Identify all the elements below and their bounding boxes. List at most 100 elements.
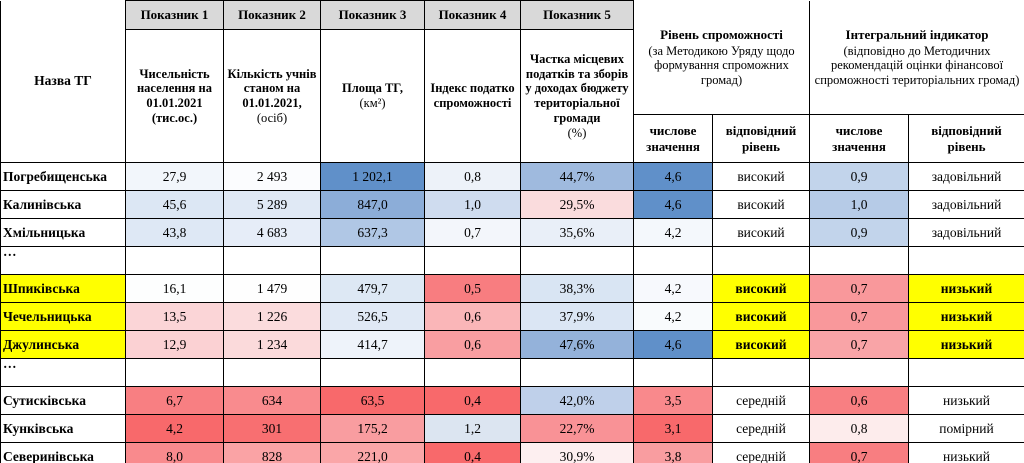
- value-cell: 479,7: [320, 274, 425, 303]
- value-cell: низький: [907, 386, 1024, 415]
- value-cell: [223, 358, 321, 387]
- value-cell: високий: [712, 274, 810, 303]
- value-cell: 35,6%: [520, 218, 634, 247]
- value-cell: [809, 358, 909, 387]
- tg-name: Хмільницька: [0, 218, 126, 247]
- value-cell: задовільний: [907, 162, 1024, 191]
- value-cell: 22,7%: [520, 414, 634, 443]
- value-cell: 221,0: [320, 442, 425, 463]
- table-row: Хмільницька 43,8 4 683 637,3 0,7 35,6% 4,2 висо…: [0, 218, 1024, 247]
- value-cell: 0,9: [809, 218, 909, 247]
- value-cell: 4,6: [633, 190, 713, 219]
- value-cell: середній: [712, 386, 810, 415]
- table-row: Калинівська 45,6 5 289 847,0 1,0 29,5% 4,6 висо…: [0, 190, 1024, 219]
- population-desc: Чисельність населення на 01.01.2021 (тис…: [136, 66, 212, 125]
- value-cell: 44,7%: [520, 162, 634, 191]
- value-cell: 4,6: [633, 330, 713, 359]
- value-cell: 43,8: [125, 218, 224, 247]
- value-cell: 0,8: [424, 162, 521, 191]
- indicator-2-description: Кількість учнів станом на 01.01.2021, (о…: [223, 29, 321, 163]
- integral-indicator-group-header: Інтегральний індикатор (відповідно до Ме…: [808, 0, 1024, 115]
- value-cell: 301: [223, 414, 321, 443]
- value-cell: 414,7: [320, 330, 425, 359]
- indicator-5-description: Частка місцевих податків та зборів у дох…: [520, 29, 634, 163]
- value-cell: 16,1: [125, 274, 224, 303]
- area-desc: Площа ТГ,: [342, 81, 403, 96]
- row-ellipsis-label: …: [0, 246, 126, 275]
- value-cell: 42,0%: [520, 386, 634, 415]
- students-desc: Кількість учнів станом на 01.01.2021,: [227, 66, 317, 111]
- value-cell: низький: [907, 274, 1024, 303]
- table-row: Джулинська 12,9 1 234 414,7 0,6 47,6% 4,6 висок…: [0, 330, 1024, 359]
- value-cell: [424, 358, 521, 387]
- value-cell: задовільний: [907, 218, 1024, 247]
- table-header: Назва ТГ Показник 1 Показник 2 Показник …: [0, 0, 1024, 163]
- value-cell: 4,2: [633, 274, 713, 303]
- value-cell: високий: [712, 302, 810, 331]
- value-cell: 3,1: [633, 414, 713, 443]
- table-body: Погребищенська 27,9 2 493 1 202,1 0,8 44,7% 4,…: [0, 162, 1024, 463]
- indicator-1-description: Чисельність населення на 01.01.2021 (тис…: [125, 29, 224, 163]
- value-cell: 3,8: [633, 442, 713, 463]
- value-cell: 4 683: [223, 218, 321, 247]
- value-cell: [125, 358, 224, 387]
- tg-name: Шпиківська: [0, 274, 126, 303]
- value-cell: 526,5: [320, 302, 425, 331]
- value-cell: низький: [907, 302, 1024, 331]
- value-cell: 0,7: [809, 442, 909, 463]
- value-cell: 0,8: [809, 414, 909, 443]
- tg-name: Калинівська: [0, 190, 126, 219]
- value-cell: [712, 246, 810, 275]
- integral-numeric-value-header: числове значення: [809, 114, 909, 163]
- indicator-3-description: Площа ТГ, (км²): [320, 29, 425, 163]
- value-cell: 4,6: [633, 162, 713, 191]
- table-row: Чечельницька 13,5 1 226 526,5 0,6 37,9% 4,2 вис…: [0, 302, 1024, 331]
- value-cell: 847,0: [320, 190, 425, 219]
- value-cell: 6,7: [125, 386, 224, 415]
- value-cell: 63,5: [320, 386, 425, 415]
- value-cell: 12,9: [125, 330, 224, 359]
- value-cell: 5 289: [223, 190, 321, 219]
- value-cell: [809, 246, 909, 275]
- value-cell: середній: [712, 414, 810, 443]
- value-cell: 0,4: [424, 386, 521, 415]
- value-cell: [712, 358, 810, 387]
- value-cell: [907, 358, 1024, 387]
- value-cell: 0,9: [809, 162, 909, 191]
- header-row-indicators: Назва ТГ Показник 1 Показник 2 Показник …: [0, 0, 1024, 163]
- value-cell: [520, 246, 634, 275]
- tax-index-desc: Індекс податко спроможності: [430, 81, 515, 110]
- capacity-level-subtitle: (за Методикою Уряду щодо формування спро…: [648, 43, 795, 88]
- value-cell: середній: [712, 442, 810, 463]
- value-cell: 0,7: [424, 218, 521, 247]
- value-cell: 0,4: [424, 442, 521, 463]
- value-cell: 1,0: [809, 190, 909, 219]
- value-cell: 828: [223, 442, 321, 463]
- value-cell: 0,7: [809, 302, 909, 331]
- value-cell: 1 226: [223, 302, 321, 331]
- indicator-3-header: Показник 3: [320, 0, 425, 30]
- value-cell: 1 234: [223, 330, 321, 359]
- tg-name: Кунківська: [0, 414, 126, 443]
- tg-name: Северинівська: [0, 442, 126, 463]
- value-cell: 4,2: [125, 414, 224, 443]
- capacity-numeric-value-header: числове значення: [633, 114, 713, 163]
- value-cell: 47,6%: [520, 330, 634, 359]
- value-cell: 30,9%: [520, 442, 634, 463]
- local-taxes-share-desc: Частка місцевих податків та зборів у дох…: [525, 51, 629, 125]
- value-cell: 634: [223, 386, 321, 415]
- indicator-2-header: Показник 2: [223, 0, 321, 30]
- table-row: Погребищенська 27,9 2 493 1 202,1 0,8 44,7% 4,…: [0, 162, 1024, 191]
- value-cell: [907, 246, 1024, 275]
- header-row-descriptions: Чисельність населення на 01.01.2021 (тис…: [1, 29, 1024, 163]
- indicator-4-description: Індекс податко спроможності: [424, 29, 521, 163]
- header-row-subheaders: числове значення відповідний рівень числ…: [1, 114, 1024, 163]
- tg-name: Сутисківська: [0, 386, 126, 415]
- value-cell: [125, 246, 224, 275]
- value-cell: [320, 246, 425, 275]
- indicator-1-header: Показник 1: [125, 0, 224, 30]
- capacity-level-title: Рівень спроможності: [660, 26, 783, 42]
- value-cell: високий: [712, 218, 810, 247]
- ellipsis-row: …: [0, 358, 1024, 387]
- value-cell: [633, 246, 713, 275]
